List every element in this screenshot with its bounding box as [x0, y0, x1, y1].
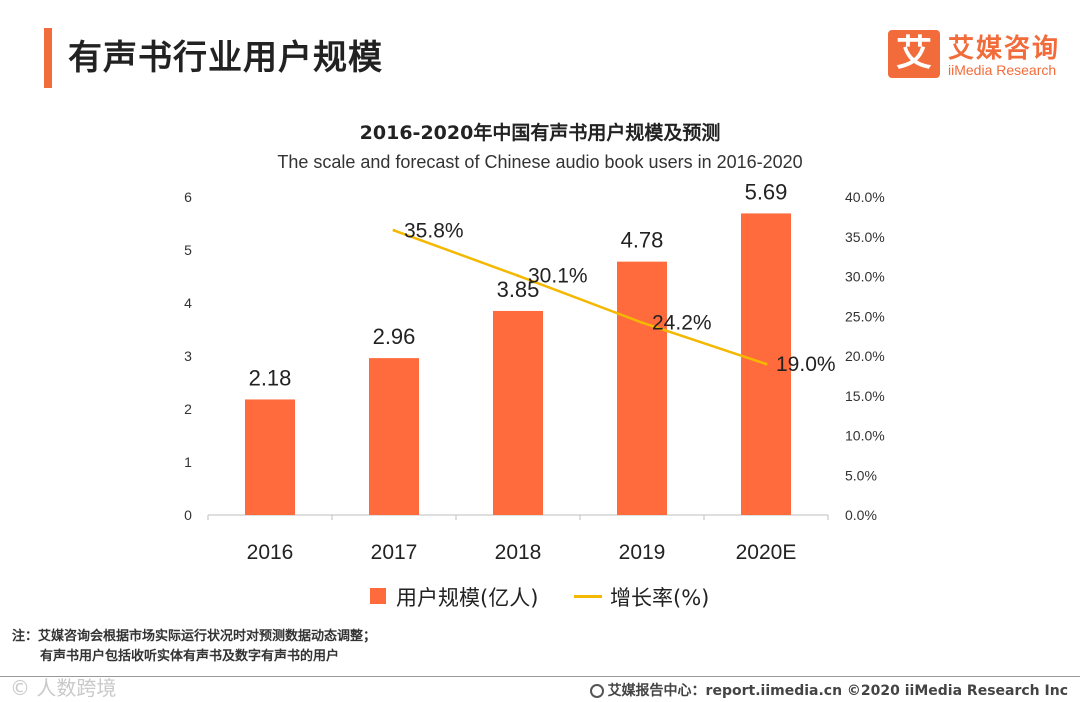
- bar-value-label: 2.96: [373, 324, 416, 349]
- bar: [617, 261, 667, 515]
- growth-rate-label: 35.8%: [404, 219, 464, 242]
- x-axis-tick-label: 2017: [371, 541, 418, 564]
- growth-rate-point: [392, 228, 396, 232]
- legend-swatch-bar: [370, 588, 386, 604]
- y2-axis-tick-label: 5.0%: [845, 467, 877, 483]
- legend-label-users: 用户规模(亿人): [396, 586, 539, 610]
- growth-rate-label: 30.1%: [528, 265, 588, 288]
- title-accent-bar: [44, 28, 52, 88]
- growth-rate-point: [764, 362, 768, 366]
- bar: [369, 358, 419, 515]
- y2-axis-tick-label: 10.0%: [845, 428, 885, 444]
- y2-axis-tick-label: 0.0%: [845, 507, 877, 523]
- y2-axis-tick-label: 40.0%: [845, 189, 885, 205]
- x-axis-tick-label: 2016: [247, 541, 294, 564]
- bar: [493, 310, 543, 515]
- footer-source-text: 艾媒报告中心：report.iimedia.cn ©2020 iiMedia R…: [607, 683, 1068, 699]
- chart-title: 2016-2020年中国有声书用户规模及预测: [359, 122, 721, 144]
- y2-axis-tick-label: 25.0%: [845, 308, 885, 324]
- y-axis-tick-label: 5: [184, 242, 192, 258]
- y2-axis-tick-label: 20.0%: [845, 348, 885, 364]
- footer-watermark: © 人数跨境: [10, 676, 117, 700]
- x-axis-tick-label: 2019: [619, 541, 666, 564]
- x-axis-tick-label: 2020E: [736, 541, 797, 564]
- y-axis-tick-label: 0: [184, 507, 192, 523]
- chart-note: 注：艾媒咨询会根据市场实际运行状况时对预测数据动态调整； 有声书用户包括收听实体…: [12, 627, 376, 667]
- y2-axis-tick-label: 35.0%: [845, 229, 885, 245]
- growth-rate-label: 19.0%: [776, 353, 836, 376]
- y-axis-tick-label: 6: [184, 189, 192, 205]
- y-axis-tick-label: 4: [184, 295, 192, 311]
- bar-value-label: 4.78: [621, 228, 664, 253]
- globe-icon: [589, 684, 604, 698]
- y-axis-tick-label: 1: [184, 454, 192, 470]
- growth-rate-line: [393, 229, 767, 366]
- y-axis-tick-label: 2: [184, 401, 192, 417]
- page-title: 有声书行业用户规模: [68, 38, 383, 78]
- legend-label-growth: 增长率(%): [610, 586, 710, 610]
- growth-rate-point: [516, 274, 520, 278]
- y2-axis-tick-label: 15.0%: [845, 388, 885, 404]
- iimedia-logo: 艾 艾媒咨询 iiMedia Research: [888, 30, 1068, 82]
- growth-rate-label: 24.2%: [652, 312, 712, 335]
- chart-subtitle: The scale and forecast of Chinese audio …: [277, 152, 803, 172]
- bar-value-label: 5.69: [745, 179, 788, 204]
- logo-cn-text: 艾媒咨询: [948, 34, 1061, 64]
- note-line-2: 有声书用户包括收听实体有声书及数字有声书的用户: [40, 649, 340, 664]
- x-axis-tick-label: 2018: [495, 541, 542, 564]
- note-line-1: 注：艾媒咨询会根据市场实际运行状况时对预测数据动态调整；: [12, 629, 377, 644]
- growth-rate-point: [640, 321, 644, 325]
- footer-divider: [0, 676, 1080, 677]
- logo-mark: 艾: [888, 30, 940, 78]
- legend-swatch-line: [574, 595, 602, 598]
- y-axis-tick-label: 3: [184, 348, 192, 364]
- bar: [245, 399, 295, 515]
- y2-axis-tick-label: 30.0%: [845, 269, 885, 285]
- logo-en-text: iiMedia Research: [948, 62, 1057, 78]
- bar-value-label: 2.18: [249, 365, 292, 390]
- footer-source: 艾媒报告中心：report.iimedia.cn ©2020 iiMedia R…: [589, 680, 1068, 700]
